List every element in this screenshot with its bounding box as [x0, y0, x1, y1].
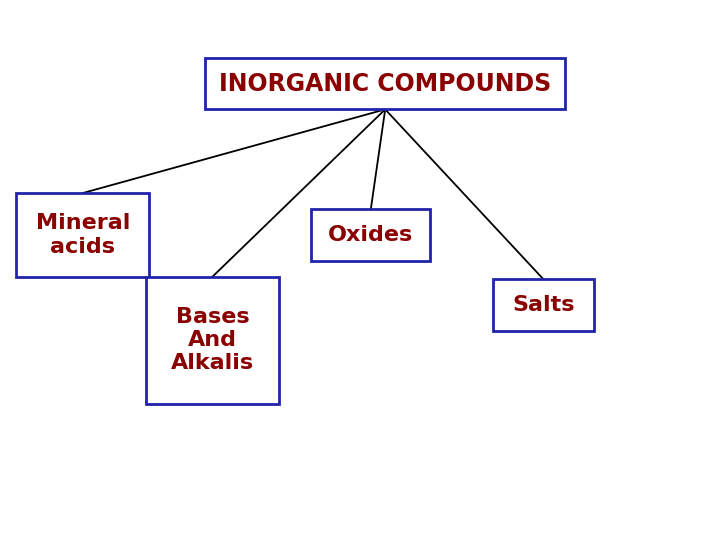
Text: Oxides: Oxides [328, 225, 413, 245]
Text: Bases
And
Alkalis: Bases And Alkalis [171, 307, 254, 373]
FancyBboxPatch shape [493, 280, 594, 330]
Text: INORGANIC COMPOUNDS: INORGANIC COMPOUNDS [219, 72, 552, 96]
FancyBboxPatch shape [145, 276, 279, 404]
Text: Mineral
acids: Mineral acids [35, 213, 130, 256]
FancyBboxPatch shape [205, 58, 565, 109]
FancyBboxPatch shape [311, 210, 431, 261]
FancyBboxPatch shape [17, 193, 150, 277]
Text: Salts: Salts [513, 295, 575, 315]
